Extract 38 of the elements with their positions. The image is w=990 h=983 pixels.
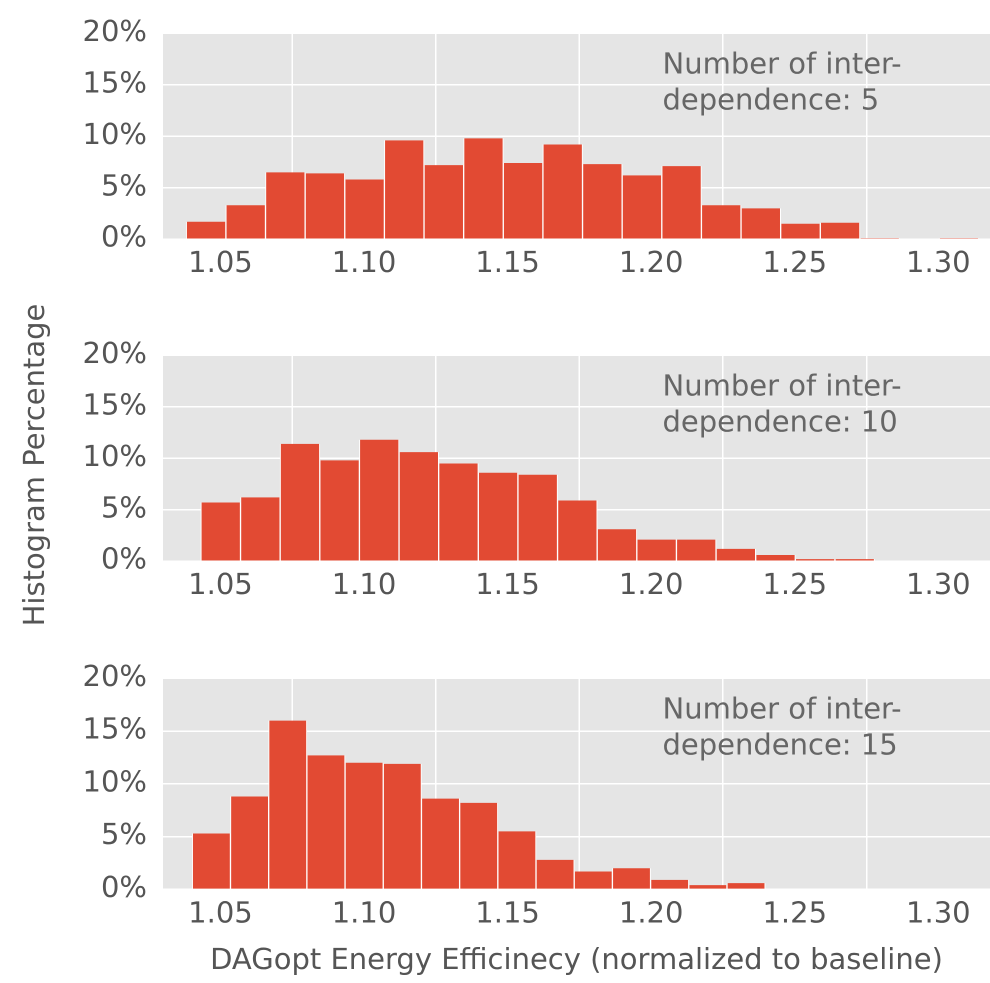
y-tick-label: 20% xyxy=(82,336,147,370)
annotation: Number of inter- dependence: 15 xyxy=(662,691,902,762)
y-axis-title: Histogram Percentage xyxy=(17,304,51,626)
x-tick-label: 1.30 xyxy=(906,895,971,930)
x-tick-label: 1.25 xyxy=(762,895,828,930)
x-tick-label: 1.10 xyxy=(332,567,396,602)
y-tick-label: 5% xyxy=(100,168,147,202)
x-tick-label: 1.10 xyxy=(332,245,396,280)
x-tick-label: 1.15 xyxy=(475,245,540,280)
x-axis-title: DAGopt Energy Efficinecy (normalized to baseline) xyxy=(210,942,943,976)
x-tick-label: 1.20 xyxy=(618,567,684,602)
x-tick-label: 1.25 xyxy=(762,567,828,602)
y-tick-label: 5% xyxy=(100,490,147,524)
annotation: Number of inter- dependence: 5 xyxy=(662,46,902,116)
y-tick-label: 0% xyxy=(100,220,147,254)
annotation: Number of inter- dependence: 10 xyxy=(662,368,902,438)
y-tick-label: 15% xyxy=(82,65,147,100)
x-tick-label: 1.05 xyxy=(188,245,253,280)
y-tick-label: 10% xyxy=(82,764,147,798)
x-tick-label: 1.30 xyxy=(906,567,971,602)
x-tick-label: 1.15 xyxy=(475,895,540,930)
y-tick-label: 0% xyxy=(100,870,147,904)
x-tick-label: 1.30 xyxy=(906,245,971,280)
y-tick-label: 15% xyxy=(82,712,147,746)
y-tick-label: 20% xyxy=(82,14,147,48)
y-tick-label: 10% xyxy=(82,116,147,151)
x-tick-label: 1.15 xyxy=(475,567,540,602)
x-tick-label: 1.25 xyxy=(762,245,828,280)
x-tick-label: 1.20 xyxy=(618,245,684,280)
x-tick-label: 1.20 xyxy=(618,895,684,930)
y-tick-label: 0% xyxy=(100,542,147,576)
y-tick-label: 20% xyxy=(82,658,147,693)
y-tick-label: 5% xyxy=(100,817,147,852)
y-tick-label: 10% xyxy=(82,438,147,473)
x-tick-label: 1.05 xyxy=(188,567,253,602)
x-tick-label: 1.05 xyxy=(188,895,253,930)
y-tick-label: 15% xyxy=(82,387,147,422)
x-tick-label: 1.10 xyxy=(332,895,396,930)
